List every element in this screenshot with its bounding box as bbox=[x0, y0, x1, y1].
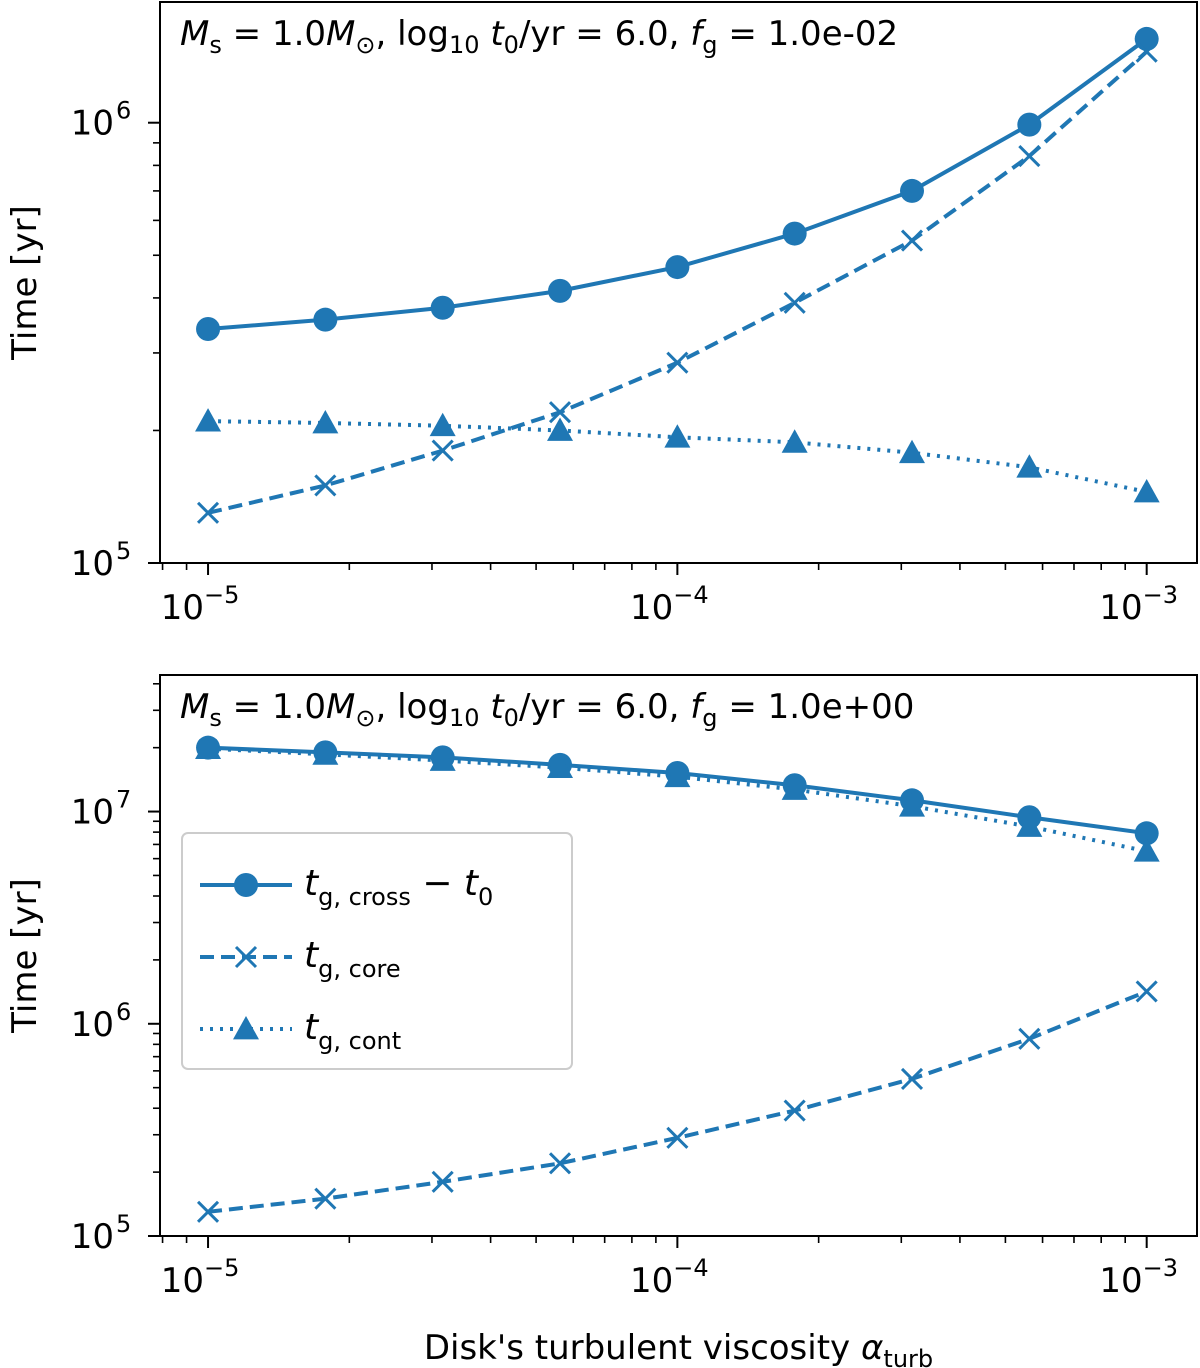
y-tick-exponent: 5 bbox=[116, 537, 131, 565]
data-point-x bbox=[666, 1126, 689, 1149]
y-axis-label: Time [yr] bbox=[5, 205, 45, 361]
data-point-triangle bbox=[195, 735, 222, 759]
data-point-circle bbox=[430, 295, 455, 320]
data-point-triangle bbox=[781, 776, 808, 800]
data-point-triangle bbox=[664, 424, 691, 448]
data-point-circle bbox=[900, 178, 925, 203]
data-point-circle bbox=[665, 255, 690, 280]
legend-entry-3: tg, cont bbox=[200, 1007, 401, 1055]
y-tick-exponent: 5 bbox=[116, 1210, 131, 1238]
y-tick-label: 10 bbox=[71, 793, 114, 833]
x-tick-label: 10−3 bbox=[1099, 581, 1178, 628]
data-point-triangle bbox=[429, 747, 456, 771]
data-point-x bbox=[1018, 144, 1041, 168]
data-point-x bbox=[783, 291, 806, 314]
legend-entry-1: tg, cross − t0 bbox=[200, 863, 493, 911]
legend-box bbox=[181, 832, 573, 1070]
data-point-circle bbox=[313, 307, 338, 332]
data-point-circle bbox=[1017, 112, 1042, 137]
series-circle-1 bbox=[196, 26, 1159, 341]
axes-frame bbox=[159, 1, 1198, 564]
data-point-x bbox=[1135, 980, 1158, 1003]
data-point-x bbox=[431, 439, 454, 462]
data-point-x bbox=[548, 401, 572, 424]
data-point-triangle bbox=[899, 793, 926, 817]
y-tick-label: 10 bbox=[71, 544, 114, 584]
data-point-triangle bbox=[1016, 454, 1043, 478]
series-x-2 bbox=[196, 980, 1158, 1223]
legend-marker-triangle bbox=[233, 1016, 259, 1040]
y-tick-exponent: 6 bbox=[116, 97, 131, 125]
data-point-triangle bbox=[899, 439, 926, 464]
series-line bbox=[207, 37, 1148, 331]
data-point-triangle bbox=[195, 408, 222, 432]
data-point-circle bbox=[196, 316, 221, 341]
x-tick-label: 10−4 bbox=[630, 581, 709, 628]
x-tick-label: 10−3 bbox=[1099, 1254, 1178, 1301]
legend: tg, cross − t0 tg, core tg, cont bbox=[181, 832, 573, 1070]
data-point-circle bbox=[1134, 26, 1159, 51]
y-axis-label: Time [yr] bbox=[5, 878, 45, 1034]
series-x-2 bbox=[196, 40, 1158, 524]
legend-label: tg, core bbox=[304, 935, 401, 983]
data-point-triangle bbox=[312, 409, 339, 434]
data-point-x bbox=[548, 1152, 572, 1175]
data-point-x bbox=[900, 229, 924, 252]
legend-label: tg, cont bbox=[304, 1007, 401, 1055]
data-point-triangle bbox=[429, 412, 456, 437]
data-point-triangle bbox=[1133, 838, 1160, 862]
data-point-x bbox=[196, 501, 220, 524]
axes-frame bbox=[159, 674, 1198, 1237]
data-point-triangle bbox=[547, 754, 574, 779]
y-tick-exponent: 6 bbox=[116, 998, 131, 1026]
series-triangle-3 bbox=[195, 735, 1160, 862]
y-tick-label: 10 bbox=[71, 104, 114, 144]
x-tick-label: 10−5 bbox=[161, 581, 240, 628]
data-point-circle bbox=[548, 278, 573, 303]
data-point-x bbox=[314, 1187, 337, 1210]
data-point-x bbox=[900, 1067, 924, 1090]
legend-label: tg, cross − t0 bbox=[304, 863, 493, 911]
y-tick-exponent: 7 bbox=[116, 786, 131, 814]
panel-title: Ms = 1.0M⊙, log10 t0/yr = 6.0, fg = 1.0e… bbox=[180, 687, 914, 732]
data-point-circle bbox=[782, 221, 807, 246]
data-point-x bbox=[1018, 1027, 1041, 1050]
x-tick-label: 10−5 bbox=[161, 1254, 240, 1301]
data-point-triangle bbox=[1016, 813, 1043, 837]
data-point-x bbox=[783, 1099, 806, 1122]
legend-marker-circle bbox=[234, 873, 258, 897]
x-tick-label: 10−4 bbox=[630, 1254, 709, 1301]
data-point-x bbox=[431, 1170, 454, 1193]
y-tick-label: 10 bbox=[71, 1217, 114, 1257]
x-axis-label: Disk's turbulent viscosity αturb bbox=[424, 1328, 933, 1368]
panel-title: Ms = 1.0M⊙, log10 t0/yr = 6.0, fg = 1.0e… bbox=[180, 14, 898, 59]
data-point-triangle bbox=[664, 763, 691, 788]
series-triangle-3 bbox=[195, 408, 1160, 503]
series-circle-1 bbox=[196, 735, 1159, 846]
data-point-x bbox=[196, 1200, 220, 1223]
data-point-circle bbox=[1134, 821, 1159, 846]
data-point-triangle bbox=[547, 417, 574, 441]
legend-entry-2: tg, core bbox=[200, 935, 401, 983]
data-point-triangle bbox=[312, 741, 339, 765]
data-point-x bbox=[1135, 40, 1158, 63]
data-point-triangle bbox=[781, 429, 808, 453]
data-point-x bbox=[314, 474, 337, 497]
data-point-triangle bbox=[1133, 478, 1160, 503]
legend-marker-x bbox=[234, 945, 258, 969]
data-point-x bbox=[666, 351, 689, 374]
y-tick-label: 10 bbox=[71, 1005, 114, 1045]
